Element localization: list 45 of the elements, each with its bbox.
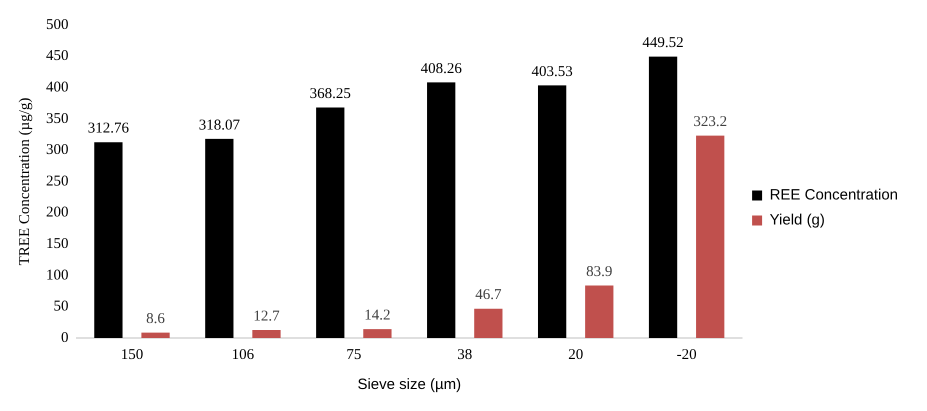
data-label: 12.7 — [253, 308, 280, 324]
y-tick-label: 500 — [46, 16, 68, 33]
x-tick-label: 20 — [568, 346, 584, 363]
data-label: 403.53 — [532, 64, 573, 80]
bar — [648, 56, 678, 338]
data-label: 83.9 — [586, 264, 612, 280]
bar — [538, 85, 566, 338]
bar — [252, 330, 281, 338]
data-label: 46.7 — [475, 287, 502, 304]
bar — [141, 332, 170, 338]
y-tick-label: 150 — [46, 236, 68, 252]
x-tick-label: 75 — [346, 346, 362, 363]
bar — [474, 308, 502, 338]
y-axis-title: TREE Concentration (µg/g) — [16, 98, 33, 266]
x-tick-label: -20 — [676, 346, 697, 363]
data-label: 449.52 — [642, 35, 684, 52]
y-tick-label: 0 — [61, 330, 68, 346]
bar — [585, 285, 614, 338]
y-tick-label: 250 — [46, 173, 68, 190]
y-tick-label: 50 — [54, 298, 68, 315]
data-label: 368.25 — [310, 86, 351, 102]
y-tick-label: 450 — [46, 48, 68, 64]
data-label: 318.07 — [198, 117, 240, 134]
legend-label: Yield (g) — [770, 212, 825, 229]
bar — [427, 82, 456, 338]
y-tick-label: 400 — [46, 80, 68, 96]
bar — [696, 136, 724, 338]
bar — [363, 329, 392, 338]
data-label: 408.26 — [420, 60, 462, 77]
bar — [94, 142, 123, 338]
x-axis-title: Sieve size (µm) — [357, 376, 462, 394]
x-tick-label: 150 — [120, 346, 144, 363]
bar — [205, 138, 234, 338]
y-tick-label: 100 — [46, 267, 68, 284]
legend-label: REE Concentration — [770, 186, 898, 204]
x-tick-label: 38 — [457, 346, 472, 363]
y-tick-label: 350 — [46, 110, 68, 127]
data-label: 323.2 — [693, 114, 728, 130]
data-label: 312.76 — [88, 120, 130, 137]
y-tick-label: 300 — [46, 142, 68, 158]
x-tick-label: 106 — [232, 346, 255, 363]
data-label: 8.6 — [146, 311, 166, 328]
bar — [316, 107, 344, 338]
y-tick-label: 200 — [46, 204, 68, 221]
data-label: 14.2 — [364, 308, 391, 324]
